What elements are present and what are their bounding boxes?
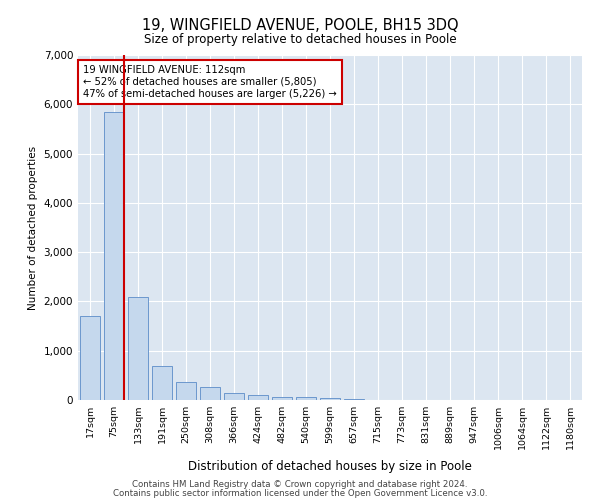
Text: Size of property relative to detached houses in Poole: Size of property relative to detached ho… — [143, 32, 457, 46]
Text: 19, WINGFIELD AVENUE, POOLE, BH15 3DQ: 19, WINGFIELD AVENUE, POOLE, BH15 3DQ — [142, 18, 458, 32]
Bar — [152, 366, 172, 400]
Bar — [128, 296, 148, 400]
Bar — [272, 397, 292, 400]
Bar — [176, 382, 196, 400]
Bar — [344, 399, 364, 400]
Text: Contains HM Land Registry data © Crown copyright and database right 2024.: Contains HM Land Registry data © Crown c… — [132, 480, 468, 489]
Bar — [296, 398, 316, 400]
Text: 19 WINGFIELD AVENUE: 112sqm
← 52% of detached houses are smaller (5,805)
47% of : 19 WINGFIELD AVENUE: 112sqm ← 52% of det… — [83, 66, 337, 98]
Bar — [248, 395, 268, 400]
Bar — [104, 112, 124, 400]
Bar — [80, 316, 100, 400]
Bar — [224, 393, 244, 400]
Bar — [320, 398, 340, 400]
Y-axis label: Number of detached properties: Number of detached properties — [28, 146, 38, 310]
Text: Contains public sector information licensed under the Open Government Licence v3: Contains public sector information licen… — [113, 488, 487, 498]
Bar — [200, 387, 220, 400]
X-axis label: Distribution of detached houses by size in Poole: Distribution of detached houses by size … — [188, 460, 472, 473]
